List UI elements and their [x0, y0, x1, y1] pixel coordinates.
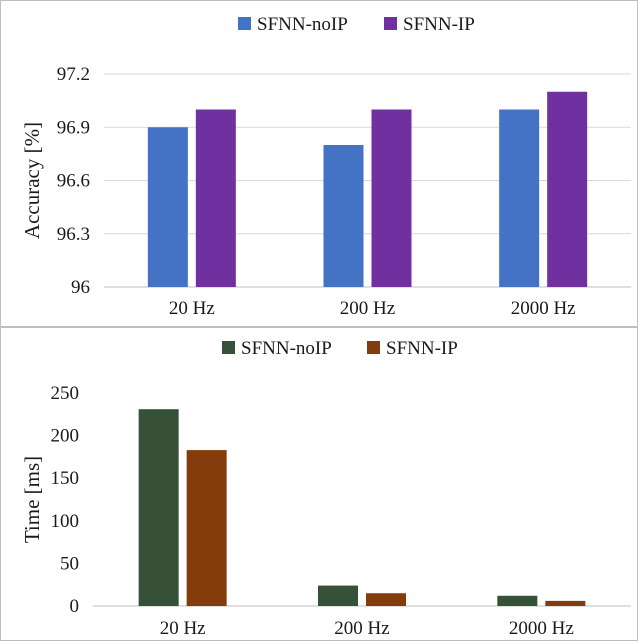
time-x-category-label: 2000 Hz	[509, 618, 574, 639]
time-legend-label-sfnn-ip: SFNN-IP	[386, 338, 458, 359]
time-ytick-label: 0	[70, 596, 80, 617]
time-legend-swatch-sfnn-ip	[367, 341, 380, 354]
time-bar-sfnn-ip-20-hz	[186, 450, 227, 606]
time-y-axis-title: Time [ms]	[20, 456, 44, 543]
accuracy-bar-sfnn-ip-20-hz	[195, 109, 236, 287]
accuracy-bar-sfnn-noip-2000-hz	[499, 109, 540, 287]
accuracy-y-axis-title: Accuracy [%]	[20, 122, 44, 239]
accuracy-legend-swatch-sfnn-ip	[384, 17, 397, 30]
accuracy-x-category-label: 2000 Hz	[511, 298, 576, 319]
time-ytick-label: 250	[51, 383, 80, 404]
accuracy-bar-sfnn-ip-200-hz	[371, 109, 412, 287]
accuracy-chart-panel: 96 96.3 96.6 96.9 97.2 Accuracy [%] 20 Hz 200 H…	[0, 0, 638, 327]
time-bar-sfnn-ip-200-hz	[366, 593, 406, 606]
accuracy-legend-swatch-sfnn-noip	[238, 17, 251, 30]
time-bar-sfnn-noip-20-hz	[138, 409, 179, 606]
time-bar-sfnn-ip-2000-hz	[545, 600, 586, 606]
time-bar-sfnn-noip-2000-hz	[497, 595, 538, 606]
accuracy-bar-sfnn-noip-200-hz	[323, 145, 364, 287]
accuracy-bar-sfnn-ip-2000-hz	[547, 91, 588, 287]
accuracy-legend-label-sfnn-noip: SFNN-noIP	[257, 14, 348, 35]
time-legend-label-sfnn-noip: SFNN-noIP	[241, 338, 332, 359]
accuracy-chart: 96 96.3 96.6 96.9 97.2 Accuracy [%] 20 Hz 200 H…	[20, 14, 631, 319]
accuracy-ytick-label: 96	[71, 277, 90, 298]
accuracy-legend-label-sfnn-ip: SFNN-IP	[403, 14, 475, 35]
time-ytick-label: 150	[51, 468, 80, 489]
time-chart-panel: 0 50 100 150 200 250 Time [ms] 20 Hz 200 Hz 2000 …	[0, 327, 638, 641]
time-bar-sfnn-noip-200-hz	[318, 585, 358, 606]
accuracy-ytick-label: 96.9	[57, 117, 90, 138]
time-ytick-label: 200	[51, 426, 80, 447]
time-ytick-label: 100	[51, 511, 80, 532]
accuracy-ytick-label: 97.2	[57, 64, 90, 85]
time-ytick-label: 50	[60, 553, 79, 574]
time-chart: 0 50 100 150 200 250 Time [ms] 20 Hz 200 Hz 2000 …	[20, 338, 631, 639]
time-x-category-label: 200 Hz	[334, 618, 389, 639]
accuracy-bar-sfnn-noip-20-hz	[147, 127, 188, 287]
accuracy-x-category-label: 20 Hz	[169, 298, 215, 319]
time-legend-swatch-sfnn-noip	[222, 341, 235, 354]
time-x-category-label: 20 Hz	[160, 618, 206, 639]
accuracy-x-category-label: 200 Hz	[340, 298, 395, 319]
accuracy-ytick-label: 96.3	[57, 224, 90, 245]
accuracy-ytick-label: 96.6	[57, 171, 90, 192]
